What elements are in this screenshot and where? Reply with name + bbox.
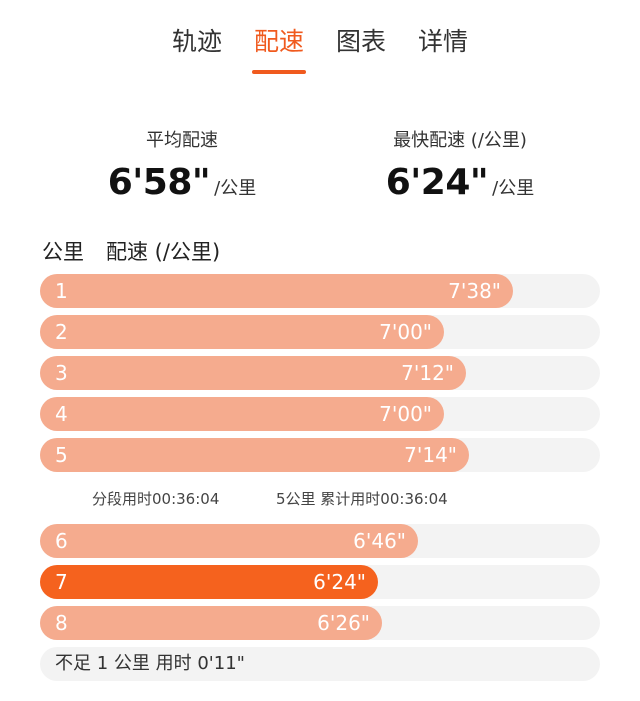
best-pace: 最快配速 (/公里) 6'24"/公里 bbox=[370, 128, 550, 203]
cumulative-time: 5公里 累计用时00:36:04 bbox=[276, 490, 448, 508]
split-bar: 8 6'26" bbox=[40, 606, 382, 640]
split-row[interactable]: 3 7'12" bbox=[40, 356, 600, 390]
split-pace: 7'14" bbox=[404, 443, 457, 467]
split-km: 2 bbox=[55, 320, 68, 344]
split-bar: 5 7'14" bbox=[40, 438, 469, 472]
tab-details[interactable]: 详情 bbox=[402, 22, 484, 62]
split-row[interactable]: 6 6'46" bbox=[40, 524, 600, 558]
split-row[interactable]: 8 6'26" bbox=[40, 606, 600, 640]
split-pace: 7'00" bbox=[379, 320, 432, 344]
tab-details-label: 详情 bbox=[417, 27, 468, 56]
active-tab-indicator bbox=[252, 70, 306, 74]
tab-track[interactable]: 轨迹 bbox=[156, 22, 238, 62]
split-list-header: 公里 配速 (/公里) bbox=[42, 236, 220, 266]
split-bar: 1 7'38" bbox=[40, 274, 513, 308]
tab-charts[interactable]: 图表 bbox=[320, 22, 402, 62]
split-bar: 6 6'46" bbox=[40, 524, 418, 558]
split-row[interactable]: 2 7'00" bbox=[40, 315, 600, 349]
split-pace: 6'46" bbox=[353, 529, 406, 553]
average-pace-value: 6'58" bbox=[107, 162, 211, 203]
split-bar: 4 7'00" bbox=[40, 397, 444, 431]
segment-time: 分段用时00:36:04 bbox=[92, 490, 220, 508]
split-bar: 2 7'00" bbox=[40, 315, 444, 349]
split-row[interactable]: 5 7'14" bbox=[40, 438, 600, 472]
split-km: 7 bbox=[55, 570, 68, 594]
split-km: 3 bbox=[55, 361, 68, 385]
split-km: 5 bbox=[55, 443, 68, 467]
split-km: 8 bbox=[55, 611, 68, 635]
km-column-header: 公里 bbox=[42, 240, 84, 264]
remainder-text: 不足 1 公里 用时 0'11" bbox=[55, 653, 245, 674]
split-row[interactable]: 1 7'38" bbox=[40, 274, 600, 308]
split-pace: 7'00" bbox=[379, 402, 432, 426]
average-pace-unit: /公里 bbox=[214, 178, 257, 199]
average-pace-label: 平均配速 bbox=[146, 130, 218, 151]
pace-column-header: 配速 (/公里) bbox=[106, 240, 221, 264]
best-pace-unit: /公里 bbox=[492, 178, 535, 199]
tab-bar: 轨迹 配速 图表 详情 bbox=[0, 22, 640, 74]
split-pace: 6'24" bbox=[313, 570, 366, 594]
tab-pace-label: 配速 bbox=[253, 27, 304, 56]
split-pace: 7'38" bbox=[448, 279, 501, 303]
fastest-split-bar: 7 6'24" bbox=[40, 565, 378, 599]
split-row[interactable]: 4 7'00" bbox=[40, 397, 600, 431]
best-pace-label: 最快配速 (/公里) bbox=[393, 130, 527, 151]
tab-charts-label: 图表 bbox=[335, 27, 386, 56]
split-pace: 7'12" bbox=[401, 361, 454, 385]
tab-track-label: 轨迹 bbox=[171, 27, 222, 56]
average-pace: 平均配速 6'58"/公里 bbox=[92, 128, 272, 203]
split-km: 4 bbox=[55, 402, 68, 426]
remainder-row: 不足 1 公里 用时 0'11" bbox=[40, 647, 600, 681]
split-row[interactable]: 7 6'24" bbox=[40, 565, 600, 599]
split-bar: 3 7'12" bbox=[40, 356, 466, 390]
split-km: 1 bbox=[55, 279, 68, 303]
split-pace: 6'26" bbox=[317, 611, 370, 635]
split-km: 6 bbox=[55, 529, 68, 553]
best-pace-value: 6'24" bbox=[385, 162, 489, 203]
tab-pace[interactable]: 配速 bbox=[238, 22, 320, 74]
